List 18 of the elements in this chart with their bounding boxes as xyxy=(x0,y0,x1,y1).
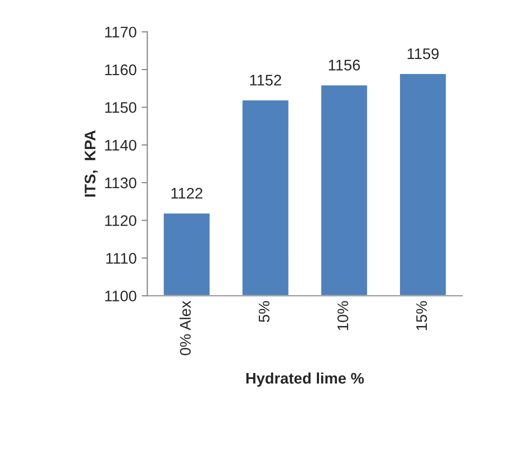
data-label: 1152 xyxy=(250,74,282,86)
data-label: 1122 xyxy=(171,188,202,199)
data-label: 1156 xyxy=(328,60,360,70)
y-tick-label: 1170 xyxy=(105,26,136,38)
x-axis-title: Hydrated lime % xyxy=(246,372,364,387)
x-tick-label: 0% Alex xyxy=(180,300,191,356)
data-label: 1159 xyxy=(408,48,439,60)
y-tick-label: 1100 xyxy=(105,290,136,302)
y-tick-label: 1140 xyxy=(105,140,136,151)
y-tick-label: 1130 xyxy=(105,178,136,188)
x-tick-label: 10% xyxy=(337,301,348,330)
y-axis-title: ITS, KPA xyxy=(84,130,98,197)
y-tick-label: 1150 xyxy=(105,102,136,113)
x-tick-label: 5% xyxy=(258,301,270,322)
y-tick-label: 1120 xyxy=(105,215,136,226)
x-tick-label: 15% xyxy=(416,301,428,330)
y-tick-label: 1110 xyxy=(106,252,136,264)
y-tick-label: 1160 xyxy=(105,64,136,76)
